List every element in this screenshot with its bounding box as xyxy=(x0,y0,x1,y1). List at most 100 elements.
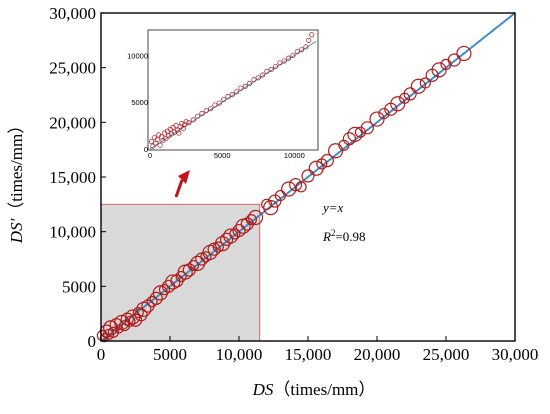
main-data-point xyxy=(419,77,431,89)
r-squared-value: =0.98 xyxy=(335,229,365,244)
main-data-point xyxy=(146,296,158,308)
inset-data-point xyxy=(157,142,163,148)
y-tick-label: 0 xyxy=(88,332,97,351)
main-data-point xyxy=(378,107,390,120)
main-data-point xyxy=(245,214,258,226)
main-data-point xyxy=(263,200,279,216)
inset-y-tick-label: 0 xyxy=(144,145,148,154)
x-tick-label: 5000 xyxy=(153,345,187,364)
inset-data-point xyxy=(216,100,222,106)
r-squared-symbol: R xyxy=(322,229,331,244)
zoom-arrow-head xyxy=(178,170,190,184)
main-data-point xyxy=(190,255,206,271)
y-tick-label: 20,000 xyxy=(49,113,96,132)
inset-data-point xyxy=(174,127,180,133)
inset-data-point xyxy=(163,136,169,142)
x-tick-label: 30,000 xyxy=(492,345,539,364)
y-tick-label: 5000 xyxy=(62,277,96,296)
y-axis-variable: DS' xyxy=(7,218,26,244)
inset-data-point xyxy=(281,58,287,64)
main-data-point xyxy=(175,270,187,283)
inset-data-point xyxy=(186,120,192,126)
inset-data-point xyxy=(176,130,182,136)
inset-data-point xyxy=(225,94,231,100)
main-data-point xyxy=(132,306,144,319)
inset-data-point xyxy=(190,117,196,123)
x-axis-title: DS（times/mm） xyxy=(252,380,376,399)
main-data-point xyxy=(232,223,246,238)
main-data-point xyxy=(360,121,374,135)
main-data-point xyxy=(403,87,417,101)
x-axis-variable: DS xyxy=(252,380,274,399)
main-data-point xyxy=(200,251,212,263)
main-data-point xyxy=(301,169,315,183)
main-data-point xyxy=(261,198,273,210)
inset-data-point xyxy=(195,113,201,119)
main-data-point xyxy=(320,154,334,168)
inset-data-point xyxy=(234,89,240,95)
inset-frame xyxy=(147,29,319,151)
inset-data-point xyxy=(303,44,309,50)
main-data-point xyxy=(165,274,181,290)
inset-x-tick-label: 5000 xyxy=(214,151,231,160)
main-data-point xyxy=(134,308,148,322)
main-scatter-points xyxy=(96,45,472,343)
inset-data-point xyxy=(264,68,270,74)
x-axis-unit: （times/mm） xyxy=(273,380,375,399)
inset-data-point xyxy=(299,47,305,53)
main-data-point xyxy=(212,241,224,253)
inset-data-point xyxy=(260,72,266,78)
y-tick-label: 15,000 xyxy=(49,168,96,187)
x-tick-label: 10,000 xyxy=(216,345,263,364)
inset-x-tick-label: 0 xyxy=(148,151,152,160)
y-axis-title: DS'（times/mm） xyxy=(7,117,26,244)
main-tick-labels: 0 5000 10,000 15,000 20,000 25,000 30,000 0 5000… xyxy=(49,4,538,364)
x-tick-label: 25,000 xyxy=(423,345,470,364)
main-data-point xyxy=(328,143,344,159)
inset-data-point xyxy=(286,55,292,61)
main-data-point xyxy=(107,326,120,338)
inset-data-point xyxy=(212,102,218,108)
inset-data-point xyxy=(182,122,188,128)
main-data-point xyxy=(456,45,472,62)
main-data-point xyxy=(124,315,136,327)
main-data-point xyxy=(247,209,264,226)
main-data-point xyxy=(207,242,221,256)
y-tick-label: 25,000 xyxy=(49,59,96,78)
zoom-arrow-shaft xyxy=(174,179,184,198)
main-axes xyxy=(100,12,516,342)
y-tick-label: 10,000 xyxy=(49,223,96,242)
main-data-point xyxy=(158,284,171,296)
x-tick-label: 0 xyxy=(97,345,106,364)
zoom-arrow xyxy=(174,170,190,198)
main-data-point xyxy=(295,181,307,193)
main-data-point xyxy=(354,126,367,138)
inset-data-point xyxy=(251,77,257,83)
inset-data-point xyxy=(203,108,209,114)
inset-data-point xyxy=(183,119,189,125)
inset-data-point xyxy=(221,96,227,102)
inset-y-tick-label: 5000 xyxy=(131,98,148,107)
inset-data-point xyxy=(154,137,160,143)
main-data-point xyxy=(342,132,356,146)
inset-data-point xyxy=(255,75,261,81)
y-tick-label: 30,000 xyxy=(49,4,96,23)
main-data-point xyxy=(347,126,363,142)
main-data-point xyxy=(288,178,303,192)
inset-data-point xyxy=(294,49,300,55)
x-tick-label: 15,000 xyxy=(285,345,332,364)
main-data-point xyxy=(149,291,163,305)
inset-data-point xyxy=(306,37,312,43)
inset-data-point xyxy=(148,138,154,145)
inset-x-tick-label: 10000 xyxy=(284,151,305,160)
inset-data-point xyxy=(268,66,274,72)
inset-data-point xyxy=(199,110,205,116)
main-data-point xyxy=(229,228,241,240)
inset-data-point xyxy=(309,32,315,38)
inset-y-tick-label: 10000 xyxy=(127,51,148,60)
main-data-point xyxy=(281,181,297,197)
fit-equation-annotation: y=x xyxy=(321,200,344,215)
inset-scatter-points xyxy=(148,32,315,149)
inset-tick-labels: 0 5000 10000 0 5000 10000 xyxy=(127,51,305,160)
